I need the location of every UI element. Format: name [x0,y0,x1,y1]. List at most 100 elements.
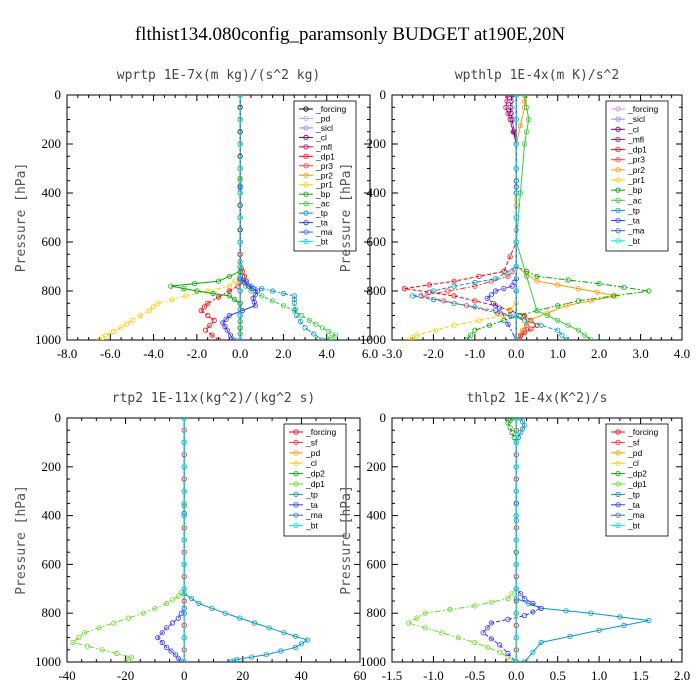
legend-marker [615,429,621,435]
series-marker [513,116,519,123]
legend-label: _pr2 [627,165,645,175]
series-marker [175,593,181,599]
x-tick-label: -1.0 [423,668,444,683]
x-tick-label: 1.0 [550,346,566,361]
series-marker [563,337,569,340]
series-marker [468,332,474,338]
series-marker [511,434,517,441]
legend-box [605,100,669,252]
legend-marker [303,238,309,245]
series-marker [414,332,420,338]
legend-marker [303,220,309,226]
legend-marker [303,182,309,188]
series-marker [293,312,299,319]
series-line [408,95,517,340]
legend-label: _forcing [627,104,659,114]
legend-marker [303,201,309,207]
plot-title: rtp2 1E-11x(kg^2)/(kg^2 s) [112,391,316,406]
series-marker [617,614,623,620]
legend-label: _bp [627,185,642,195]
series-marker [232,296,238,303]
series-marker [513,561,519,568]
legend-label: _bt [627,521,640,531]
legend-label: _ma [315,227,333,237]
legend-label: _tp [305,489,318,499]
series-marker [263,652,269,658]
series-line [407,418,517,662]
x-tick-label: 6.0 [362,346,378,361]
legend-label: _forcing [315,104,347,114]
x-tick-label: -4.0 [143,346,164,361]
series-marker [251,620,258,626]
legend-marker [615,106,621,112]
legend-marker [303,229,309,235]
series-marker [513,165,519,172]
series-marker [492,288,499,294]
x-tick-label: 60 [354,668,367,683]
legend-marker [615,460,621,466]
legend-label: _forcing [627,427,659,437]
series-marker [76,634,82,641]
series-line [412,95,567,340]
series-marker [513,439,519,445]
y-tick-label: 1000 [360,654,386,669]
series-marker [250,295,256,301]
legend-label: _cl [627,458,639,468]
legend-label: _cl [627,124,639,134]
series-marker [596,627,602,633]
series-marker [269,298,276,304]
legend-marker [293,502,299,508]
series-marker [534,273,540,279]
series-marker [202,327,209,333]
series-marker [501,317,507,323]
series-marker [565,322,571,328]
series-marker [405,620,412,626]
series-marker [505,654,511,660]
plot-2: wpthlp 1E-4x(m K)/s^2 Pressure [hPa] -3.0 -… [339,68,690,361]
legend: _forcing_sf_pd_cl_dp2_dp1_tp_ta_ma_bt [605,423,669,537]
series-marker [281,630,287,636]
series-marker [451,278,457,284]
series-marker [523,129,530,135]
series-line [404,95,538,340]
series-marker [123,659,129,662]
series-marker [188,595,195,602]
series-marker [128,654,135,660]
legend-marker [293,522,299,529]
series-marker [205,288,211,294]
series-marker [234,657,240,662]
series-marker [513,214,519,221]
series-marker [505,110,511,117]
series-marker [410,293,416,299]
series-marker [168,283,174,289]
series-marker [123,321,130,327]
x-tick-label: -40 [58,668,75,683]
legend-marker [615,491,621,497]
legend-label: _cl [305,458,317,468]
series-marker [291,300,297,306]
series-marker [501,285,507,292]
series-marker [432,327,439,333]
legend-marker [615,217,621,224]
y-tick-label: 800 [367,283,387,298]
series-marker [224,327,230,333]
series-marker [513,95,519,98]
legend-label: _dp1 [627,479,647,489]
legend-marker [293,429,299,435]
legend-label: _sicl [315,123,333,133]
series-marker [530,600,536,607]
plot-4: thlp2 1E-4x(K^2)/s Pressure [hPa] -1.5 -1.0… [339,391,690,683]
series-marker [152,605,158,611]
series-marker [497,649,503,655]
legend-label: _bt [315,237,328,247]
x-tick-label: -0.5 [465,668,486,683]
plot-1: wprtp 1E-7x(m kg)/(s^2 kg) Pressure [hPa]… [14,68,378,361]
series-marker [252,292,258,298]
series-marker [492,307,499,314]
legend-marker [615,450,621,456]
legend: _forcing_sf_pd_cl_dp2_dp1_tp_ta_ma_bt [283,423,347,537]
series-marker [237,615,243,621]
series-marker [246,283,252,289]
series-marker [646,617,652,624]
y-tick-label: 400 [367,185,387,200]
